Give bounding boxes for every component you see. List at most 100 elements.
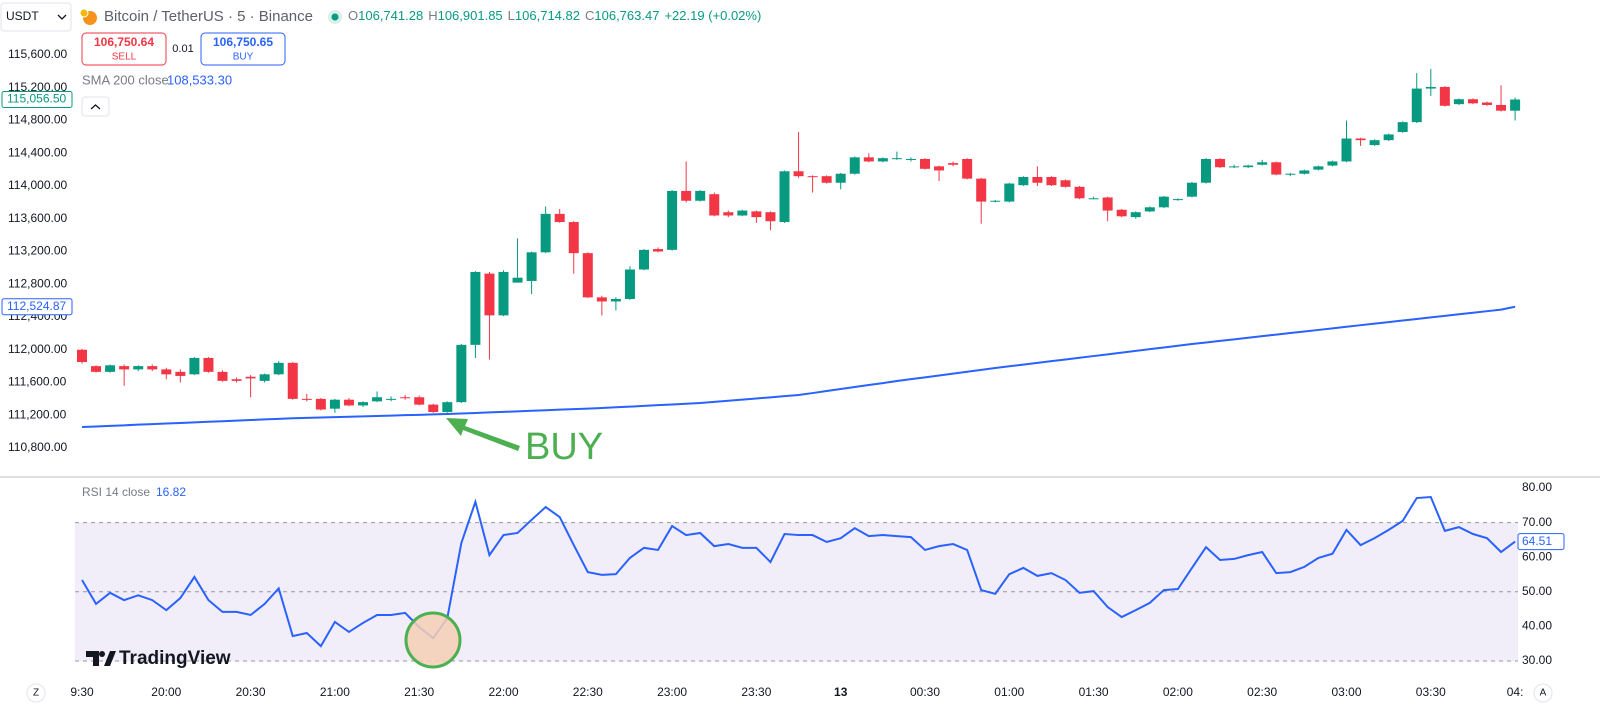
sma-legend-name: SMA 200 close <box>82 72 169 87</box>
candle-body <box>189 357 200 375</box>
candle-body <box>245 376 256 379</box>
x-tick-label: 00:30 <box>910 685 940 699</box>
scale-button-label: A <box>1540 688 1547 699</box>
ohlc-value: 106,763.47 <box>594 8 659 23</box>
candle-body <box>1369 140 1380 146</box>
x-tick-label: 03:30 <box>1416 685 1446 699</box>
ohlc-value: 106,714.82 <box>515 8 580 23</box>
candle-body <box>470 271 481 345</box>
scale-button-label: Z <box>33 688 39 699</box>
y-tick-label: 114,800.00 <box>8 113 67 127</box>
ohlc-key: H <box>428 8 437 23</box>
sma-line <box>81 305 1516 429</box>
candle-body <box>624 269 635 299</box>
candle-body <box>1313 166 1324 170</box>
candle-body <box>709 194 720 216</box>
candle-body <box>681 190 692 201</box>
logo-text: TradingView <box>119 648 231 669</box>
candle-body <box>667 190 678 250</box>
candle-body <box>610 298 621 302</box>
candle-body <box>877 158 888 162</box>
candle-body <box>779 171 790 223</box>
candle-body <box>1355 138 1366 141</box>
x-tick-label: 02:30 <box>1247 685 1277 699</box>
ohlc-value: 106,901.85 <box>438 8 503 23</box>
candle-body <box>1425 86 1436 89</box>
x-tick-label: 02:00 <box>1163 685 1193 699</box>
x-tick-label: 01:30 <box>1079 685 1109 699</box>
spread: 0.01 <box>172 43 193 55</box>
y-tick-label: 113,600.00 <box>8 211 67 225</box>
candle-body <box>372 397 383 402</box>
symbol-select[interactable] <box>0 2 72 32</box>
symbol-select-text: USDT <box>6 9 39 23</box>
price-label: 115,056.50 <box>7 92 66 106</box>
candle-body <box>821 176 832 183</box>
sell-button[interactable] <box>81 32 167 66</box>
y-tick-label: 60.00 <box>1522 549 1552 563</box>
candle-body <box>948 163 959 165</box>
buy-label: BUY <box>233 52 254 63</box>
candle-body <box>203 357 214 372</box>
candle-body <box>217 371 228 381</box>
x-tick-label: 20:00 <box>151 685 181 699</box>
candle-body <box>1032 177 1043 183</box>
candle-body <box>512 277 523 283</box>
x-tick-label: 23:00 <box>657 685 687 699</box>
logo-icon <box>86 651 116 666</box>
candle-body <box>175 371 186 376</box>
y-tick-label: 113,200.00 <box>8 244 67 258</box>
x-tick-label: 01:00 <box>994 685 1024 699</box>
candle-body <box>1201 158 1211 183</box>
market-status <box>331 13 339 21</box>
candle-body <box>1341 138 1352 162</box>
candle-body <box>1215 158 1226 168</box>
candle-body <box>653 249 664 252</box>
candle-body <box>414 397 425 405</box>
candle-body <box>147 366 158 370</box>
candle-body <box>1060 180 1071 187</box>
candle-body <box>301 398 312 400</box>
candle-body <box>1172 199 1183 201</box>
y-tick-label: 40.00 <box>1522 619 1552 633</box>
y-tick-label: 111,200.00 <box>8 407 67 421</box>
price-label-box <box>1 91 73 109</box>
x-tick-label: 21:30 <box>404 685 434 699</box>
x-tick-label: 21:00 <box>320 685 350 699</box>
candle-body <box>133 366 144 370</box>
y-tick-label: 114,000.00 <box>8 178 67 192</box>
x-tick-label: 20:30 <box>236 685 266 699</box>
candle-body <box>498 271 509 316</box>
chevron <box>57 14 67 20</box>
candle-body <box>596 297 607 302</box>
candle-body <box>905 158 916 160</box>
candle-body <box>273 362 284 375</box>
candle-body <box>807 176 818 178</box>
candle-body <box>329 399 340 409</box>
scale-button[interactable] <box>1533 683 1553 703</box>
candle-body <box>77 349 87 363</box>
scale-button[interactable] <box>26 683 46 703</box>
candle-body <box>751 211 762 218</box>
candle-body <box>891 158 902 160</box>
candle-body <box>1158 196 1169 208</box>
rsi-legend-value: 16.82 <box>156 485 186 499</box>
candle-body <box>1482 102 1492 105</box>
candle-body <box>119 366 130 370</box>
candle-body <box>1116 209 1127 217</box>
buy-price: 106,750.65 <box>213 35 273 49</box>
buy-button[interactable] <box>200 32 286 66</box>
candle-body <box>1046 177 1057 186</box>
candle-body <box>161 369 172 375</box>
candle-body <box>1299 170 1310 174</box>
y-tick-label: 112,800.00 <box>8 276 67 290</box>
candle-body <box>259 374 270 381</box>
candle-body <box>358 402 368 406</box>
ohlc: O106,741.28 H106,901.85 L106,714.82 C106,76… <box>348 8 761 23</box>
candle-body <box>1243 165 1254 168</box>
candle-body <box>526 252 537 281</box>
collapse-button[interactable] <box>81 96 110 117</box>
y-tick-label: 50.00 <box>1522 584 1552 598</box>
y-tick-label: 80.00 <box>1522 480 1552 494</box>
